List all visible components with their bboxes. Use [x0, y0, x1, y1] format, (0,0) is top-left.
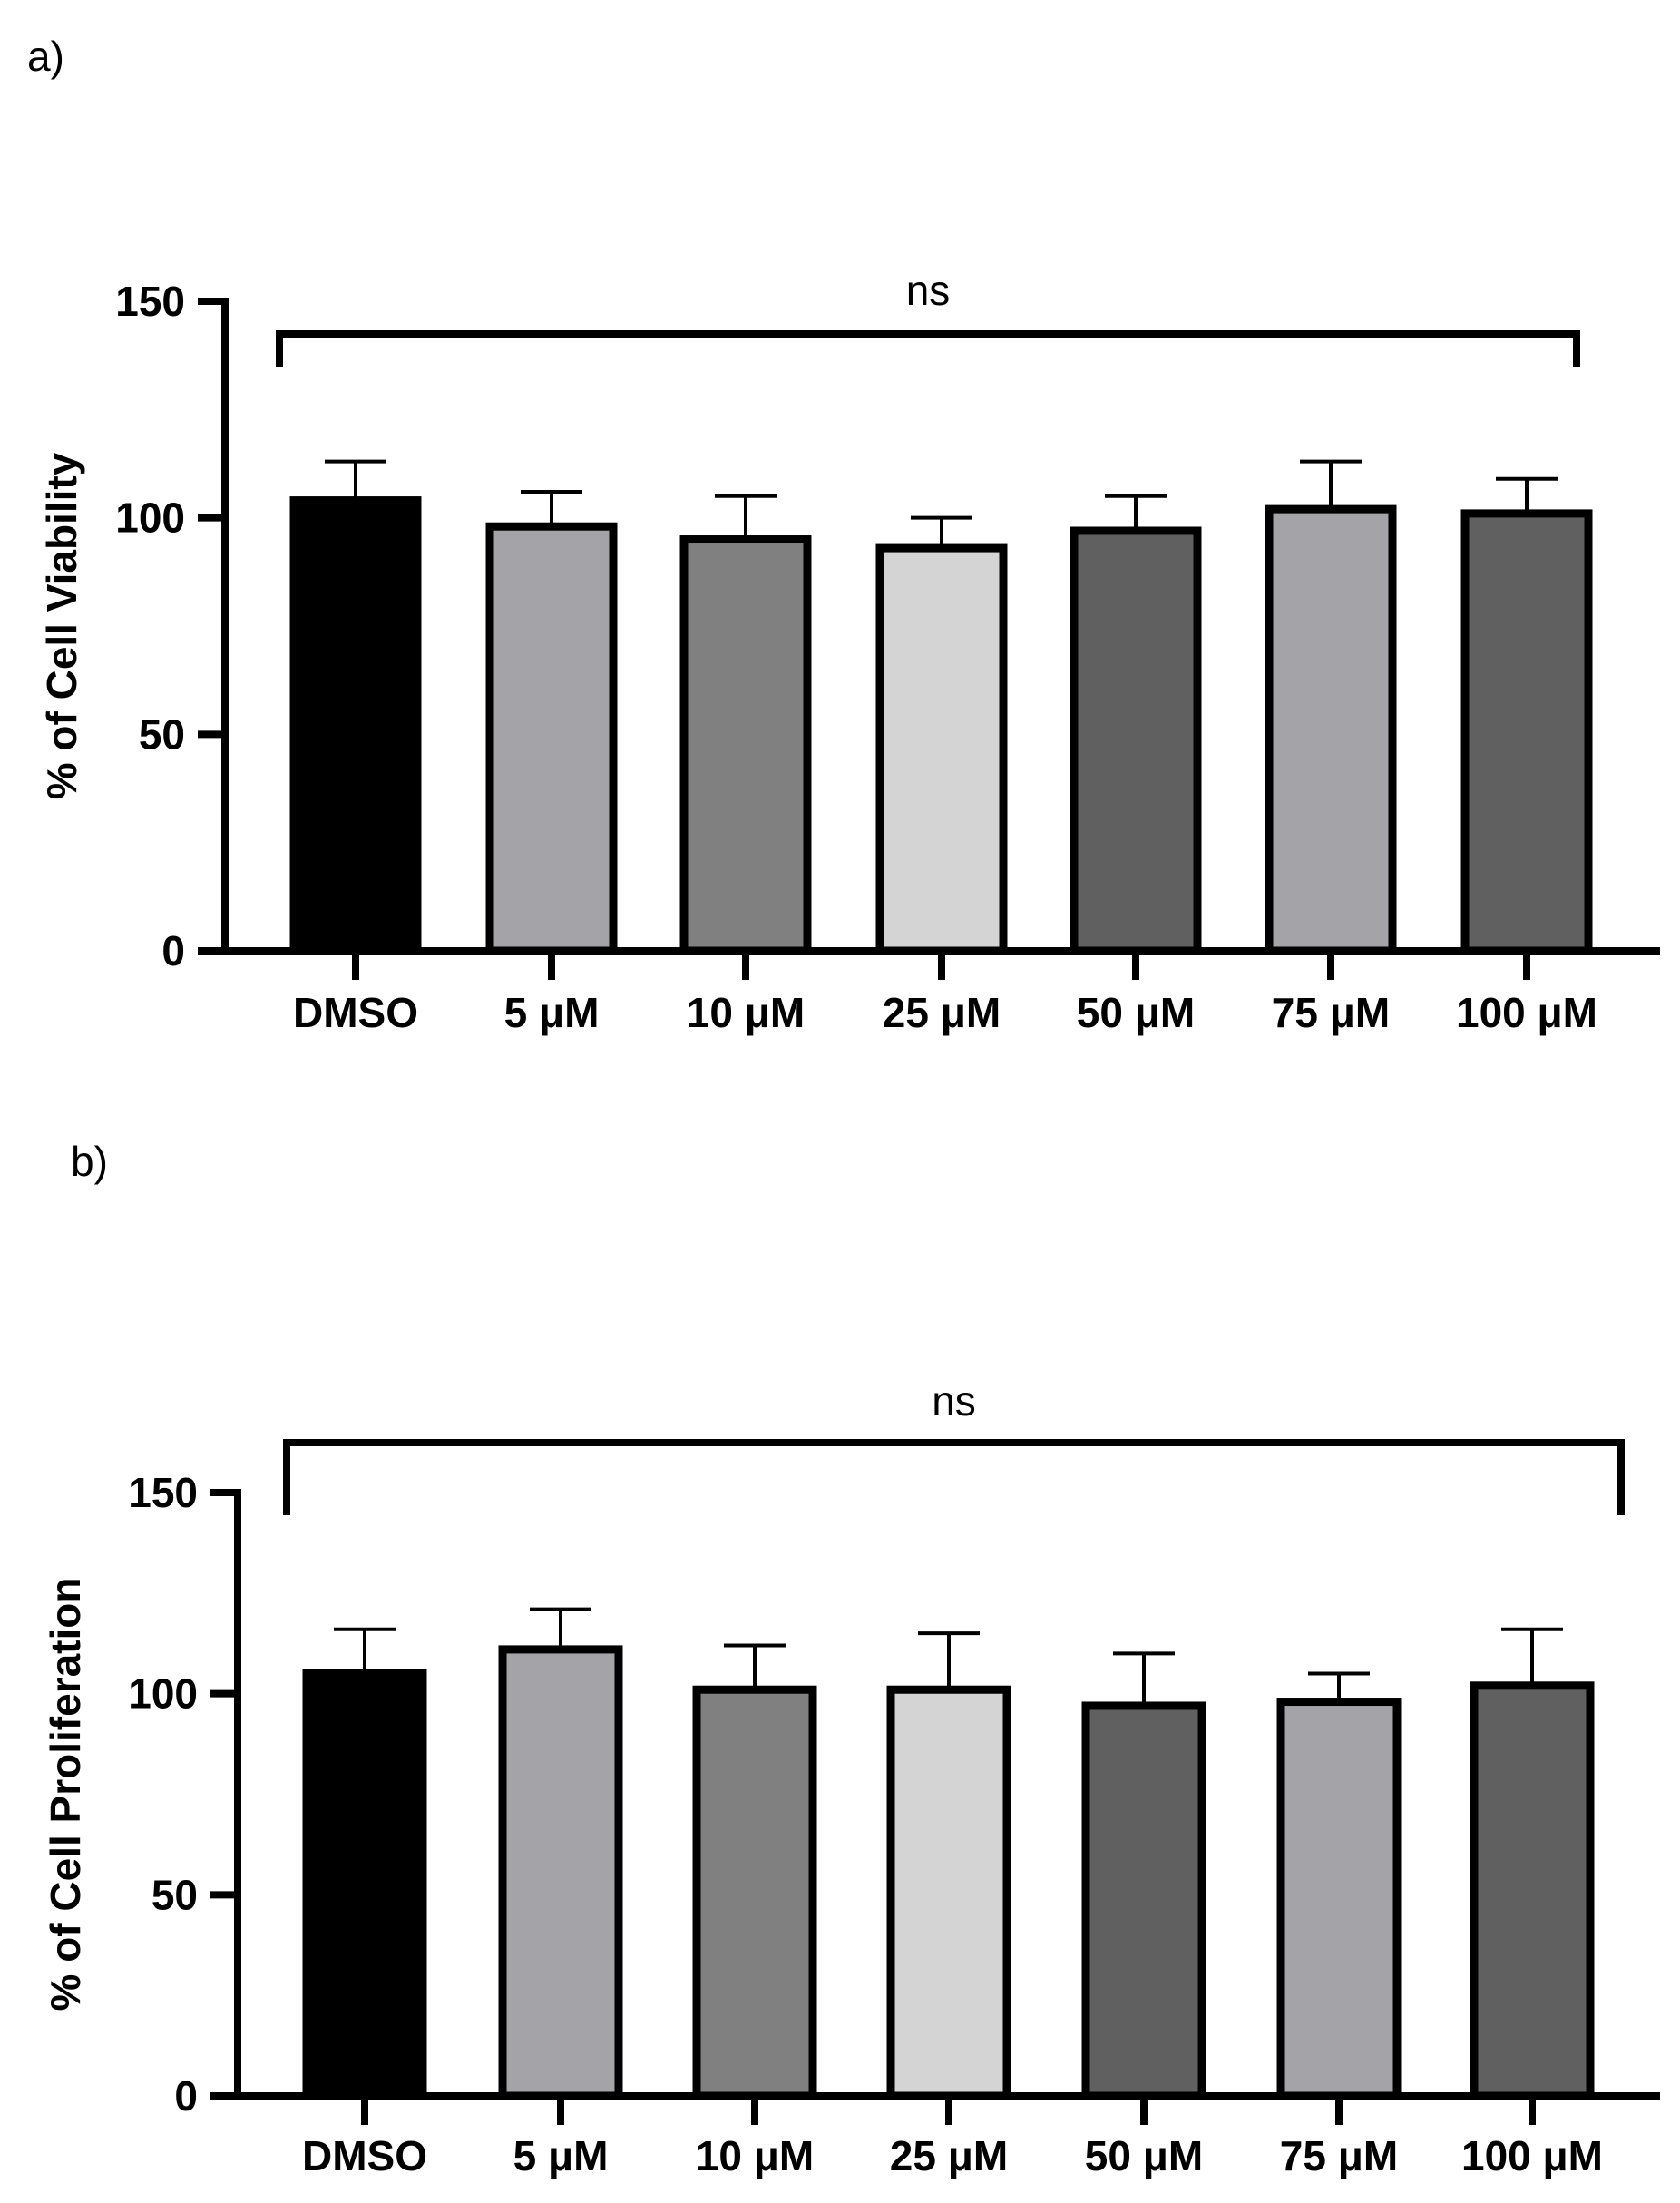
y-axis-title: % of Cell Viability	[38, 452, 85, 799]
y-tick-label: 50	[151, 1871, 198, 1918]
x-tick-label: 100 μM	[1456, 989, 1597, 1036]
x-tick-label: DMSO	[302, 2132, 427, 2179]
y-tick-label: 100	[115, 494, 185, 542]
bar-10-m	[692, 1685, 817, 2100]
x-tick-label: 5 μM	[513, 2132, 609, 2179]
panel-label: a)	[27, 33, 64, 80]
bar-50-m	[1081, 1701, 1206, 2100]
chart-panel-b: b) 0 50 100 150 % of Cell Proliferation DMSO 5 …	[42, 1138, 1660, 2179]
bar-75-m	[1276, 1698, 1402, 2100]
y-tick-label: 0	[174, 2072, 198, 2120]
x-tick-label: 50 μM	[1085, 2132, 1203, 2179]
x-tick-label: 5 μM	[504, 989, 600, 1036]
x-tick-label: 75 μM	[1280, 2132, 1398, 2179]
y-tick-label: 100	[128, 1670, 198, 1718]
x-tick-label: 25 μM	[883, 989, 1001, 1036]
bar-5-m	[485, 522, 618, 955]
y-tick-label: 150	[115, 278, 185, 325]
significance-label: ns	[932, 1377, 976, 1425]
y-tick-label: 150	[128, 1469, 198, 1516]
x-tick-label: 10 μM	[687, 989, 805, 1036]
panel-label: b)	[71, 1138, 108, 1185]
bar-50-m	[1070, 526, 1202, 955]
bar-25-m	[875, 543, 1008, 955]
y-tick-label: 50	[139, 710, 185, 758]
y-tick-label: 0	[161, 927, 185, 974]
bar-dmso	[289, 496, 422, 955]
x-tick-label: 25 μM	[890, 2132, 1008, 2179]
chart-panel-a: a) 0 50 100 150 % of Cell Viability DMSO 5 μM 10…	[27, 33, 1660, 1036]
significance-label: ns	[906, 267, 951, 314]
bar-25-m	[886, 1685, 1011, 2100]
y-axis-title: % of Cell Proliferation	[42, 1578, 89, 2012]
x-tick-label: DMSO	[293, 989, 418, 1036]
bar-75-m	[1265, 504, 1397, 955]
x-tick-label: 75 μM	[1272, 989, 1390, 1036]
bar-100-m	[1460, 509, 1593, 955]
bar-10-m	[679, 535, 812, 955]
bar-5-m	[498, 1645, 623, 2100]
bar-100-m	[1470, 1681, 1595, 2100]
x-tick-label: 50 μM	[1077, 989, 1195, 1036]
x-tick-label: 100 μM	[1461, 2132, 1603, 2179]
significance-bracket	[276, 330, 1580, 367]
significance-bracket	[283, 1439, 1625, 1515]
x-tick-label: 10 μM	[696, 2132, 814, 2179]
bar-dmso	[302, 1669, 427, 2100]
